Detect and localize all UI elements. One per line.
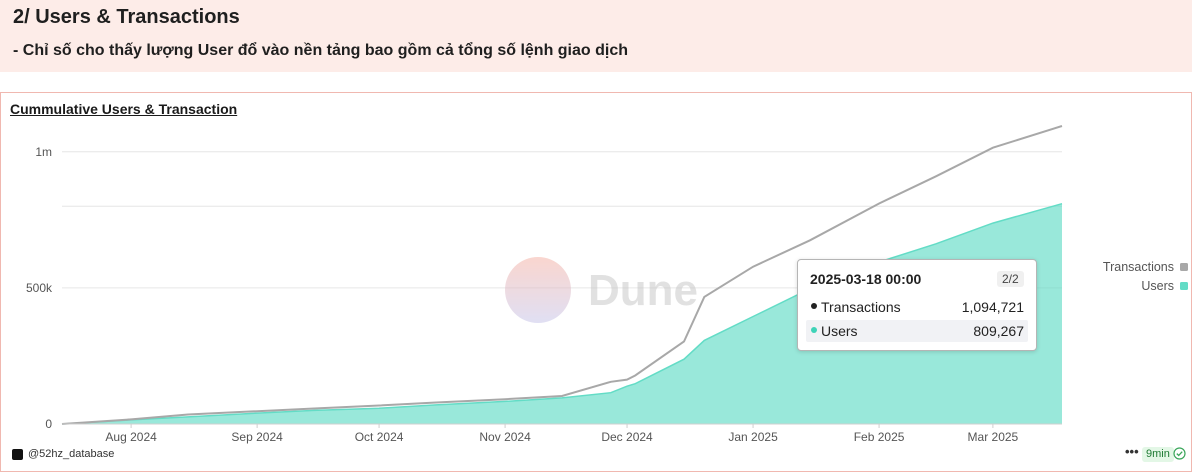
dune-logo-icon — [12, 449, 23, 460]
x-tick-label: Sep 2024 — [231, 430, 283, 444]
legend-label: Users — [1141, 279, 1174, 293]
refresh-age-badge[interactable]: 9min — [1142, 447, 1174, 462]
x-tick-label: Nov 2024 — [479, 430, 531, 444]
y-tick-label: 500k — [26, 281, 53, 295]
check-circle-icon — [1173, 447, 1186, 460]
transactions-line[interactable] — [61, 125, 1063, 425]
legend: Transactions Users — [1103, 260, 1188, 293]
x-tick-label: Oct 2024 — [355, 430, 404, 444]
section-title: 2/ Users & Transactions — [13, 6, 240, 28]
users-area[interactable] — [62, 203, 1062, 424]
x-tick-label: Feb 2025 — [854, 430, 905, 444]
legend-swatch — [1180, 282, 1188, 290]
tooltip-users-value: 809,267 — [973, 323, 1024, 339]
chart-title[interactable]: Cummulative Users & Transaction — [10, 101, 238, 117]
legend-swatch — [1180, 263, 1188, 271]
footer-handle[interactable]: @52hz_database — [28, 448, 115, 460]
dune-logo-icon — [505, 257, 571, 323]
tooltip-date: 2025-03-18 00:00 — [810, 271, 922, 287]
section-header: 2/ Users & Transactions - Chỉ số cho thấ… — [0, 0, 1192, 72]
y-tick-label: 0 — [45, 417, 52, 431]
tooltip-row-users: Users 809,267 — [806, 320, 1028, 342]
dune-watermark-text: Dune — [588, 266, 698, 315]
y-axis: 0 500k 1m — [26, 145, 53, 431]
transactions-dot-icon — [811, 303, 817, 309]
x-axis: Aug 2024 Sep 2024 Oct 2024 Nov 2024 Dec 2024… — [105, 424, 1019, 444]
tooltip-row-transactions: Transactions 1,094,721 — [806, 296, 1028, 318]
tooltip-users-label: Users — [821, 323, 858, 339]
users-dot-icon — [811, 327, 817, 333]
tooltip-transactions-value: 1,094,721 — [961, 299, 1024, 315]
x-tick-label: Mar 2025 — [968, 430, 1019, 444]
section-note: - Chỉ số cho thấy lượng User đổ vào nền … — [13, 42, 629, 59]
tooltip: 2025-03-18 00:00 2/2 Transactions 1,094,… — [797, 259, 1037, 351]
dune-watermark: Dune — [505, 257, 698, 323]
more-options-button[interactable]: ••• — [1125, 444, 1139, 459]
x-tick-label: Aug 2024 — [105, 430, 157, 444]
legend-label: Transactions — [1103, 260, 1174, 274]
x-tick-label: Dec 2024 — [601, 430, 653, 444]
y-tick-label: 1m — [35, 145, 52, 159]
tooltip-transactions-label: Transactions — [821, 299, 901, 315]
tooltip-page-indicator: 2/2 — [997, 271, 1024, 287]
x-tick-label: Jan 2025 — [728, 430, 778, 444]
